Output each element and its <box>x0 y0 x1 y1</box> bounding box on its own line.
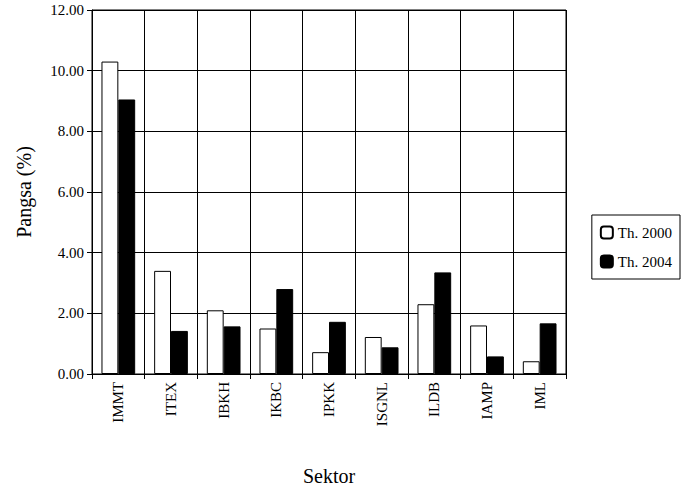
svg-text:10.00: 10.00 <box>50 63 84 79</box>
svg-text:IML: IML <box>532 382 548 410</box>
svg-text:2.00: 2.00 <box>58 305 84 321</box>
svg-text:Sektor: Sektor <box>303 465 356 487</box>
svg-text:6.00: 6.00 <box>58 184 84 200</box>
svg-text:8.00: 8.00 <box>58 123 84 139</box>
svg-text:Th. 2004: Th. 2004 <box>618 254 673 270</box>
svg-text:Pangsa (%): Pangsa (%) <box>13 146 36 238</box>
svg-text:IBKH: IBKH <box>216 382 232 419</box>
svg-text:ITEX: ITEX <box>163 382 179 416</box>
svg-text:IAMP: IAMP <box>479 382 495 420</box>
svg-text:IMMT: IMMT <box>110 382 126 423</box>
svg-text:IPKK: IPKK <box>321 382 337 417</box>
svg-text:ISGNL: ISGNL <box>374 382 390 426</box>
svg-text:Th. 2000: Th. 2000 <box>618 225 672 241</box>
svg-text:IKBC: IKBC <box>268 382 284 418</box>
svg-text:ILDB: ILDB <box>426 382 442 417</box>
svg-text:4.00: 4.00 <box>58 245 84 261</box>
svg-text:12.00: 12.00 <box>50 2 84 18</box>
svg-text:0.00: 0.00 <box>58 366 84 382</box>
